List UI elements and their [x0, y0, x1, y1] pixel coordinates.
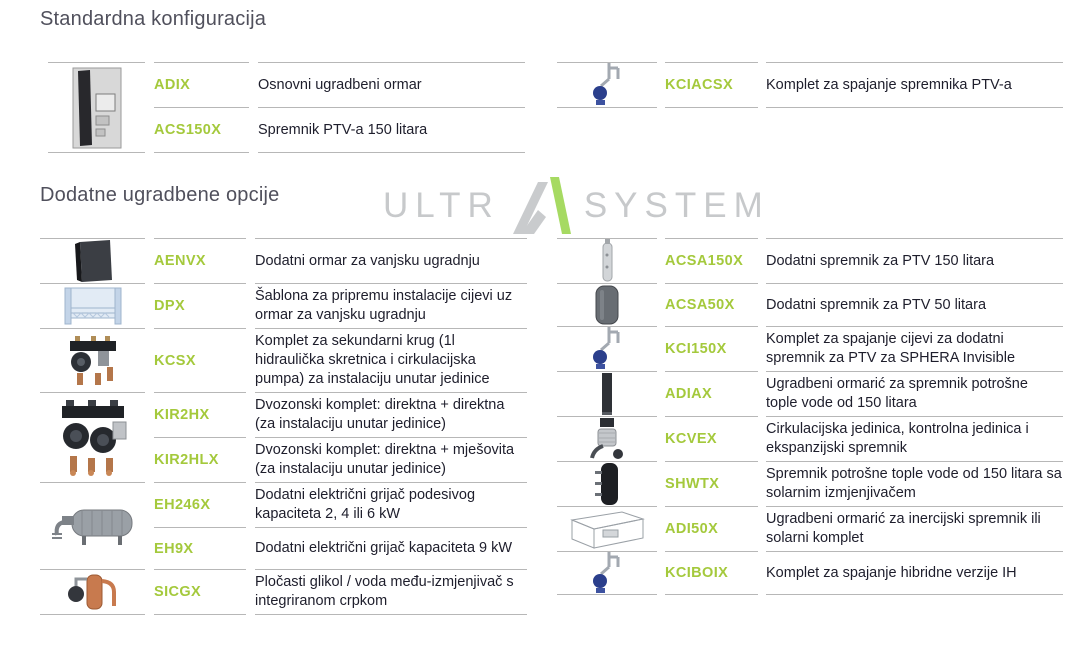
table-bottom-border [258, 152, 525, 197]
secondary-circuit-kit-image [69, 335, 116, 385]
table-bottom-border [665, 107, 758, 152]
circulation-unit-image [590, 418, 623, 459]
ultra-system-watermark: ULTR SYSTEM [383, 176, 770, 234]
table-bottom-border [557, 107, 657, 152]
table-bottom-border [154, 614, 246, 615]
product-description: Komplet za spajanje spremnika PTV-a [766, 62, 1063, 107]
product-image-adix-acs150x [48, 62, 145, 152]
pump-kit-image [593, 63, 620, 105]
small-tank-image [595, 285, 619, 325]
product-image-adi50x [557, 506, 657, 551]
product-code: KCI150X [665, 326, 758, 371]
standard-config-right-table: KCIACSX Komplet za spajanje spremnika PT… [557, 62, 1063, 152]
table-bottom-border [48, 152, 145, 197]
pump-kit-image [593, 552, 620, 593]
product-description: Ugradbeni ormarić za inercijski spremnik… [766, 506, 1063, 551]
product-code: KIR2HLX [154, 437, 246, 482]
product-description: Dodatni električni grijač podesivog kapa… [255, 482, 527, 527]
section-title-additional-options: Dodatne ugradbene opcije [40, 184, 280, 206]
product-code: KCSX [154, 328, 246, 392]
product-code: EH246X [154, 482, 246, 527]
two-zone-kit-image [61, 399, 126, 476]
product-image-eh246x-eh9x [40, 482, 145, 569]
product-description: Pločasti glikol / voda među-izmjenjivač … [255, 569, 527, 614]
product-code: ACSA150X [665, 238, 758, 283]
plate-exchanger-image [67, 574, 116, 610]
product-code: ACS150X [154, 107, 249, 152]
table-bottom-border [766, 107, 1063, 152]
product-image-kcvex [557, 416, 657, 461]
tall-tank-image [602, 239, 613, 282]
table-bottom-border [255, 614, 527, 615]
product-description: Komplet za sekundarni krug (1l hidraulič… [255, 328, 527, 392]
product-image-shwtx [557, 461, 657, 506]
product-description: Dodatni spremnik za PTV 150 litara [766, 238, 1063, 283]
product-description: Dodatni električni grijač kapaciteta 9 k… [255, 527, 527, 569]
product-code: KCIBOIX [665, 551, 758, 594]
product-code: EH9X [154, 527, 246, 569]
product-description: Šablona za pripremu instalacije cijevi u… [255, 283, 527, 328]
electric-heater-image [51, 509, 132, 545]
product-image-kci150x [557, 326, 657, 371]
product-description: Komplet za spajanje cijevi za dodatni sp… [766, 326, 1063, 371]
product-description: Ugradbeni ormarić za spremnik potrošne t… [766, 371, 1063, 416]
narrow-cabinet-image [602, 373, 612, 415]
wireframe-cabinet-image [570, 511, 645, 549]
product-code: ADIX [154, 62, 249, 107]
product-code: KIR2HX [154, 392, 246, 437]
product-code: SHWTX [665, 461, 758, 506]
product-code: ADI50X [665, 506, 758, 551]
product-description: Komplet za spajanje hibridne verzije IH [766, 551, 1063, 594]
product-image-aenvx [40, 238, 145, 283]
installation-template-image [64, 287, 121, 325]
product-description: Spremnik potrošne tople vode od 150 lita… [766, 461, 1063, 506]
additional-options-left-table: AENVX Dodatni ormar za vanjsku ugradnju … [40, 238, 527, 615]
product-description: Osnovni ugradbeni ormar [258, 62, 525, 107]
section-title-standard-configuration: Standardna konfiguracija [40, 8, 267, 30]
table-bottom-border [557, 594, 657, 595]
table-bottom-border [766, 594, 1063, 595]
product-image-adiax [557, 371, 657, 416]
product-image-sicgx [40, 569, 145, 614]
table-bottom-border [154, 152, 249, 197]
product-image-kciboix [557, 551, 657, 594]
product-image-acsa50x [557, 283, 657, 326]
product-description: Dodatni spremnik za PTV 50 litara [766, 283, 1063, 326]
table-bottom-border [665, 594, 758, 595]
product-code: AENVX [154, 238, 246, 283]
ultra-logo-triangle-icon [510, 176, 574, 234]
product-description: Dvozonski komplet: direktna + direktna (… [255, 392, 527, 437]
watermark-text-ultr: ULTR [383, 185, 500, 225]
outdoor-cabinet-image [74, 240, 112, 282]
product-image-dpx [40, 283, 145, 328]
table-bottom-border [40, 614, 145, 615]
product-image-kcsx [40, 328, 145, 392]
product-code: ADIAX [665, 371, 758, 416]
product-code: KCVEX [665, 416, 758, 461]
solar-tank-image [595, 463, 618, 505]
additional-options-right-table: ACSA150X Dodatni spremnik za PTV 150 lit… [557, 238, 1063, 595]
product-code: ACSA50X [665, 283, 758, 326]
cabinet-tank-image [72, 67, 121, 148]
product-description: Spremnik PTV-a 150 litara [258, 107, 525, 152]
product-code: SICGX [154, 569, 246, 614]
standard-config-left-table: ADIX Osnovni ugradbeni ormar ACS150X Spr… [48, 62, 525, 197]
product-description: Dvozonski komplet: direktna + mješovita … [255, 437, 527, 482]
product-image-kciacsx [557, 62, 657, 107]
pump-kit-image [593, 327, 620, 369]
product-description: Dodatni ormar za vanjsku ugradnju [255, 238, 527, 283]
product-code: KCIACSX [665, 62, 758, 107]
product-description: Cirkulacijska jedinica, kontrolna jedini… [766, 416, 1063, 461]
product-image-kir2hx-kir2hlx [40, 392, 145, 482]
watermark-text-system: SYSTEM [583, 185, 770, 225]
product-code: DPX [154, 283, 246, 328]
product-image-acsa150x [557, 238, 657, 283]
